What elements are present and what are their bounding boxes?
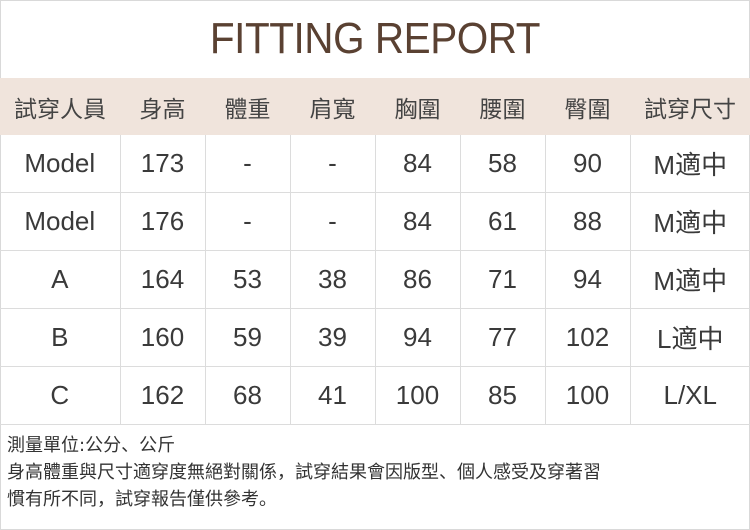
table-cell: - (204, 135, 291, 193)
column-header: 試穿尺寸 (630, 78, 750, 135)
table-cell: 86 (374, 250, 461, 309)
table-cell: 84 (374, 192, 461, 251)
table-cell: 176 (119, 192, 206, 251)
notes: 測量單位:公分、公斤 身高體重與尺寸適穿度無絕對關係，試穿結果會因版型、個人感受… (7, 432, 747, 513)
table-row: C 162 68 41 100 85 100 L/XL (0, 366, 750, 425)
table-cell: 85 (459, 366, 546, 425)
column-header: 體重 (205, 78, 290, 135)
table-cell: 88 (544, 192, 631, 251)
table-cell: M適中 (629, 135, 750, 193)
table-cell: 90 (544, 135, 631, 193)
table-cell: 84 (374, 135, 461, 193)
table-cell: 100 (544, 366, 631, 425)
table-cell: 173 (119, 135, 206, 193)
column-header: 腰圍 (460, 78, 545, 135)
table-cell: 77 (459, 308, 546, 367)
column-header: 試穿人員 (0, 78, 120, 135)
table-cell: - (289, 192, 376, 251)
table-cell: 39 (289, 308, 376, 367)
table-cell: A (0, 250, 121, 309)
table-cell: 53 (204, 250, 291, 309)
fitting-table: 試穿人員 身高 體重 肩寬 胸圍 腰圍 臀圍 試穿尺寸 Model 173- -84 58 90 M適中… (0, 78, 750, 425)
table-cell: 160 (119, 308, 206, 367)
report-title: FITTING REPORT (209, 14, 541, 63)
unit-note: 測量單位:公分、公斤 (7, 435, 176, 456)
table-cell: 94 (544, 250, 631, 309)
disclaimer-line-1: 身高體重與尺寸適穿度無絕對關係，試穿結果會因版型、個人感受及穿著習 (7, 462, 601, 483)
header-row: 試穿人員 身高 體重 肩寬 胸圍 腰圍 臀圍 試穿尺寸 (0, 78, 750, 135)
column-header: 胸圍 (375, 78, 460, 135)
table-cell: Model (0, 135, 121, 193)
table-cell: 162 (119, 366, 206, 425)
table-cell: M適中 (629, 250, 750, 309)
table-row: B 160 59 39 94 77 102 L適中 (0, 308, 750, 367)
table-cell: - (289, 135, 376, 193)
table-cell: L適中 (629, 308, 750, 367)
table-cell: L/XL (629, 366, 750, 425)
column-header: 身高 (120, 78, 205, 135)
table-cell: 164 (119, 250, 206, 309)
table-cell: - (204, 192, 291, 251)
table-cell: 58 (459, 135, 546, 193)
table-cell: 41 (289, 366, 376, 425)
table-cell: C (0, 366, 121, 425)
table-cell: 68 (204, 366, 291, 425)
column-header: 肩寬 (290, 78, 375, 135)
table-cell: 59 (204, 308, 291, 367)
table-row: A 164 53 38 86 71 94 M適中 (0, 250, 750, 309)
table-cell: 71 (459, 250, 546, 309)
table-cell: B (0, 308, 121, 367)
table-cell: 38 (289, 250, 376, 309)
table-row: Model 176- -84 61 88 M適中 (0, 192, 750, 251)
table-cell: 102 (544, 308, 631, 367)
table-cell: 94 (374, 308, 461, 367)
table-row: Model 173- -84 58 90 M適中 (0, 135, 750, 193)
table-cell: M適中 (629, 192, 750, 251)
table-cell: Model (0, 192, 121, 251)
column-header: 臀圍 (545, 78, 630, 135)
disclaimer-line-2: 慣有所不同，試穿報告僅供參考。 (7, 489, 277, 510)
table-cell: 100 (374, 366, 461, 425)
table-cell: 61 (459, 192, 546, 251)
